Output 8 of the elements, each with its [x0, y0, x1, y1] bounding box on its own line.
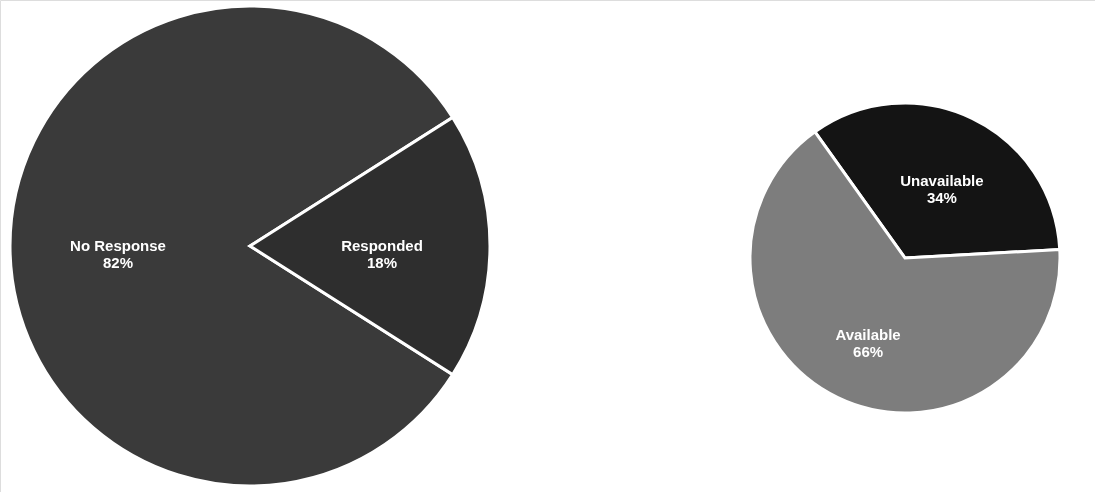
slice-label: Available [835, 325, 901, 343]
slice-label: Responded [341, 237, 423, 254]
slice-label: Unavailable [900, 172, 984, 190]
slice-label: No Response [70, 237, 166, 254]
data-label: 66% [853, 342, 884, 360]
data-label: 34% [926, 189, 957, 207]
data-label: 18% [366, 254, 398, 271]
data-label: 82% [102, 254, 134, 271]
